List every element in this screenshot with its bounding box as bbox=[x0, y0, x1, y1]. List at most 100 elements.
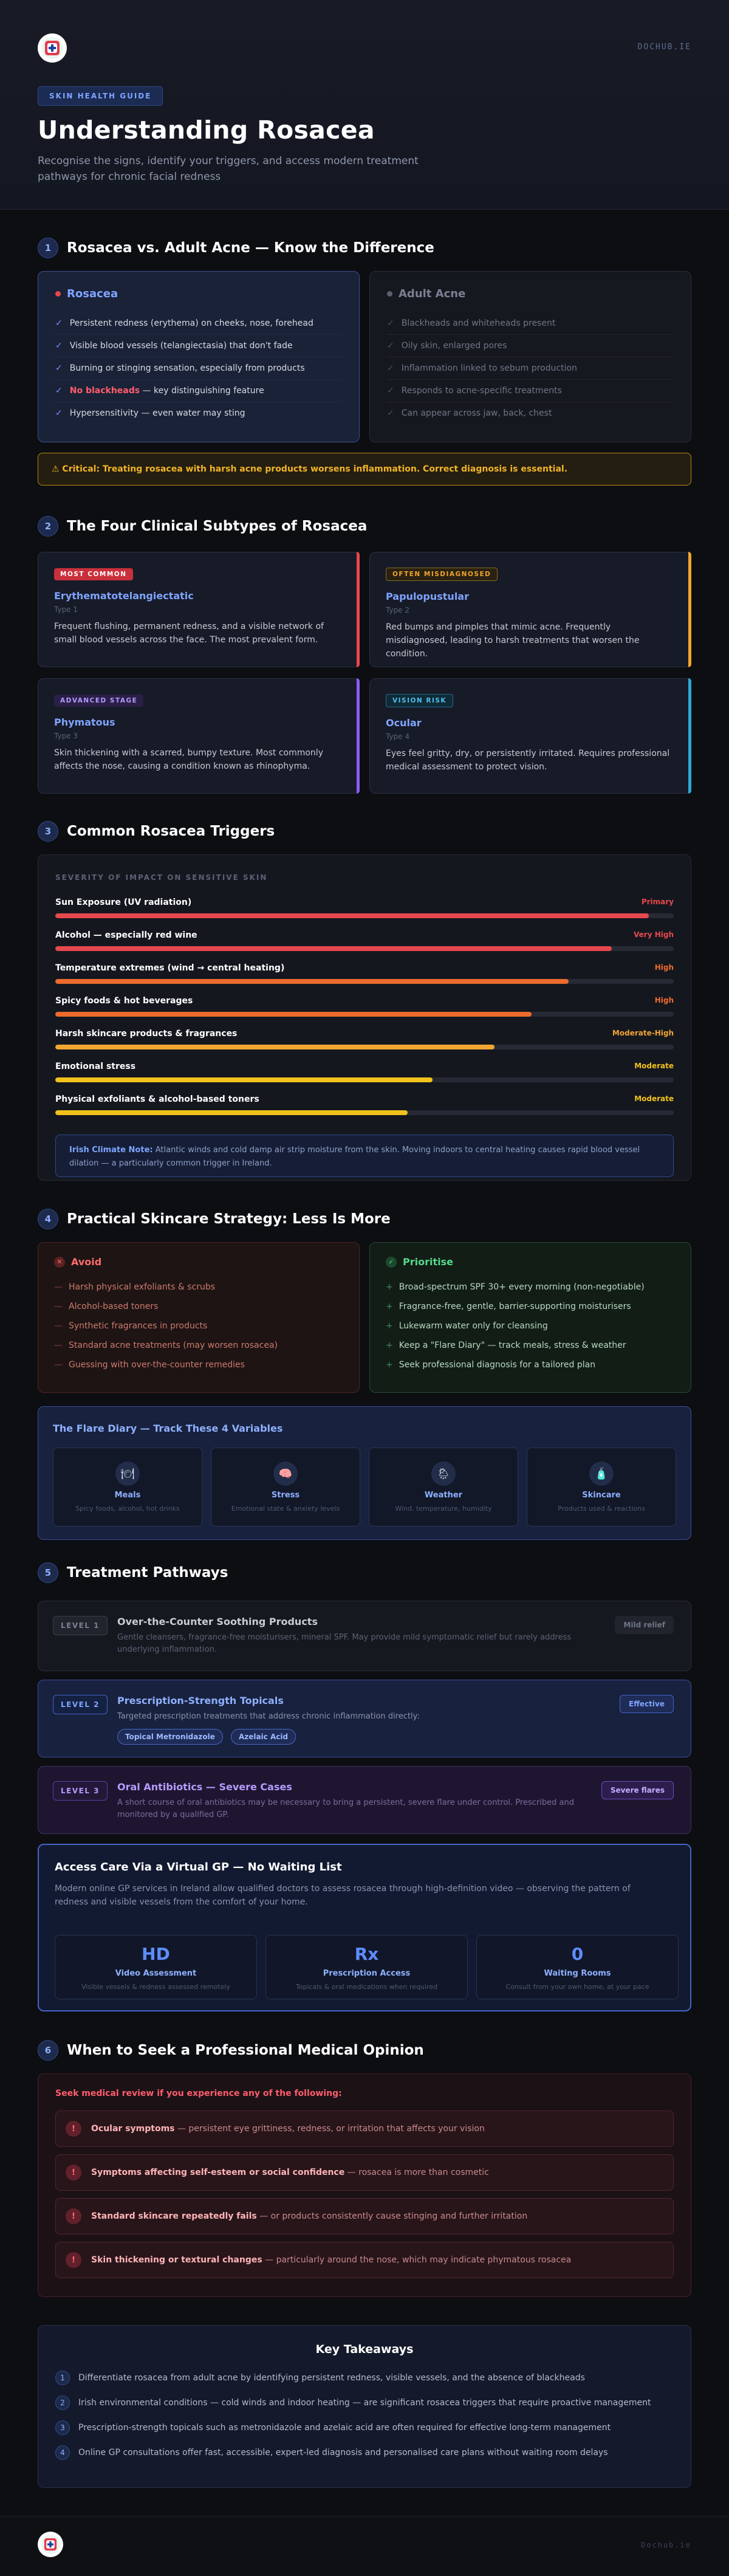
footer-brand[interactable]: Dochub.ie bbox=[640, 2541, 691, 2549]
triggers-card: SEVERITY OF IMPACT ON SENSITIVE SKIN Sun… bbox=[38, 854, 691, 1181]
dochub-logo[interactable] bbox=[38, 2532, 63, 2557]
trigger-row: Temperature extremes (wind → central hea… bbox=[55, 963, 674, 984]
section-triggers: 3 Common Rosacea Triggers SEVERITY OF IMP… bbox=[38, 820, 691, 1185]
subtype-desc: Eyes feel gritty, dry, or persistently i… bbox=[386, 749, 670, 772]
key-takeaways-card: Key Takeaways 1 Differentiate rosacea fro… bbox=[38, 2325, 691, 2488]
section-skincare-strategy: 4 Practical Skincare Strategy: Less Is Mo… bbox=[38, 1208, 691, 1548]
severity-bar bbox=[55, 913, 649, 918]
severity-bar bbox=[55, 979, 569, 984]
takeaway-item: 2 Irish environmental conditions — cold w… bbox=[55, 2396, 674, 2410]
medical-cross-icon bbox=[45, 41, 60, 55]
trigger-name: Alcohol — especially red wine bbox=[55, 930, 197, 940]
level-badge: LEVEL 3 bbox=[53, 1781, 108, 1801]
list-item: ✓ Burning or stinging sensation, especial… bbox=[55, 357, 342, 380]
section-rosacea-vs-acne: 1 Rosacea vs. Adult Acne — Know the Diffe… bbox=[38, 237, 691, 492]
page-title: Understanding Rosacea bbox=[38, 115, 375, 145]
check-icon: ✓ bbox=[386, 1256, 397, 1268]
alert-icon: ! bbox=[66, 2165, 81, 2180]
section-title: The Four Clinical Subtypes of Rosacea bbox=[67, 518, 368, 534]
check-icon: ✓ bbox=[387, 408, 394, 418]
section-number: 5 bbox=[38, 1562, 58, 1583]
warning-item: ! Ocular symptoms — persistent eye gritti… bbox=[55, 2111, 674, 2147]
alert-icon: ! bbox=[66, 2121, 81, 2137]
effect-pill: Effective bbox=[620, 1695, 674, 1713]
severity-bar bbox=[55, 946, 612, 951]
severity-track bbox=[55, 1012, 674, 1017]
accent-bar bbox=[357, 678, 360, 794]
takeaways-title: Key Takeaways bbox=[315, 2343, 414, 2356]
brain-icon: 🧠 bbox=[273, 1461, 298, 1486]
check-icon: ✓ bbox=[387, 386, 394, 396]
check-icon: ✓ bbox=[55, 318, 63, 328]
subtype-card: VISION RISK Ocular Type 4 Eyes feel grit… bbox=[369, 678, 691, 794]
severity-track bbox=[55, 1110, 674, 1115]
lotion-icon: 🧴 bbox=[589, 1461, 614, 1486]
list-item: ✓ Persistent redness (erythema) on cheeks… bbox=[55, 312, 342, 335]
section-number: 4 bbox=[38, 1209, 58, 1229]
card-title: Adult Acne bbox=[399, 287, 466, 300]
trigger-name: Emotional stress bbox=[55, 1062, 136, 1071]
treatment-level-1: LEVEL 1 Over-the-Counter Soothing Produc… bbox=[38, 1601, 691, 1671]
flare-variable-skincare: 🧴 Skincare Products used & reactions bbox=[527, 1448, 676, 1527]
subtype-card: ADVANCED STAGE Phymatous Type 3 Skin thi… bbox=[38, 678, 360, 794]
alert-icon: ! bbox=[66, 2252, 81, 2268]
effect-pill: Severe flares bbox=[601, 1781, 674, 1799]
footer: Dochub.ie bbox=[0, 2516, 729, 2576]
list-item: ✓ Responds to acne-specific treatments bbox=[387, 380, 674, 402]
treatment-level-2: LEVEL 2 Prescription-Strength Topicals T… bbox=[38, 1680, 691, 1757]
check-icon: ✓ bbox=[55, 408, 63, 418]
subtype-type: Type 1 bbox=[54, 605, 78, 614]
list-item: ✓ Visible blood vessels (telangiectasia) … bbox=[55, 335, 342, 357]
virtual-gp-card: Access Care Via a Virtual GP — No Waitin… bbox=[38, 1844, 691, 2011]
check-icon: ✓ bbox=[55, 363, 63, 373]
level-title: Oral Antibiotics — Severe Cases bbox=[117, 1781, 292, 1793]
treatment-chip: Topical Metronidazole bbox=[117, 1729, 223, 1745]
severity-bar bbox=[55, 1077, 433, 1082]
virtual-gp-desc: Modern online GP services in Ireland all… bbox=[55, 1884, 631, 1907]
status-badge: VISION RISK bbox=[386, 694, 454, 707]
list-item: ✓ Oily skin, enlarged pores bbox=[387, 335, 674, 357]
flare-variable-meals: 🍽 Meals Spicy foods, alcohol, hot drinks bbox=[53, 1448, 202, 1527]
list-item: + Fragrance-free, gentle, barrier-support… bbox=[386, 1302, 631, 1311]
avoid-card: ✕ Avoid — Harsh physical exfoliants & scru… bbox=[38, 1242, 360, 1393]
grey-dot-icon bbox=[387, 291, 392, 297]
subtype-desc: Skin thickening with a scarred, bumpy te… bbox=[54, 748, 323, 771]
level-desc: Targeted prescription treatments that ad… bbox=[117, 1712, 420, 1721]
severity-track bbox=[55, 979, 674, 984]
accent-bar bbox=[688, 678, 691, 794]
list-item: ✓ No blackheads — key distinguishing feat… bbox=[55, 380, 342, 402]
brand-name[interactable]: DOCHUB.IE bbox=[637, 43, 691, 52]
flare-variable-stress: 🧠 Stress Emotional state & anxiety levels bbox=[211, 1448, 360, 1527]
trigger-name: Temperature extremes (wind → central hea… bbox=[55, 963, 285, 973]
subtype-card: OFTEN MISDIAGNOSED Papulopustular Type 2… bbox=[369, 552, 691, 667]
section-number: 1 bbox=[38, 238, 58, 258]
subtype-type: Type 4 bbox=[386, 732, 410, 741]
dochub-logo[interactable] bbox=[38, 33, 67, 63]
section-title: Rosacea vs. Adult Acne — Know the Differ… bbox=[67, 240, 434, 256]
warning-item: ! Standard skincare repeatedly fails — or… bbox=[55, 2198, 674, 2234]
severity-bar bbox=[55, 1110, 408, 1115]
trigger-name: Spicy foods & hot beverages bbox=[55, 996, 193, 1006]
warning-item: ! Skin thickening or textural changes — p… bbox=[55, 2242, 674, 2278]
severity-label: High bbox=[654, 996, 674, 1005]
effect-pill: Mild relief bbox=[615, 1616, 674, 1634]
medical-review-caption: Seek medical review if you experience an… bbox=[55, 2089, 342, 2098]
severity-label: Moderate bbox=[634, 1094, 674, 1103]
weather-icon: 🌦 bbox=[431, 1461, 456, 1486]
trigger-name: Physical exfoliants & alcohol-based tone… bbox=[55, 1094, 259, 1104]
takeaway-item: 3 Prescription-strength topicals such as … bbox=[55, 2420, 674, 2435]
section-title: When to Seek a Professional Medical Opin… bbox=[67, 2042, 424, 2058]
section-title: Treatment Pathways bbox=[67, 1565, 228, 1581]
waiting-rooms-stat: 0 Waiting Rooms Consult from your own home… bbox=[476, 1935, 679, 1999]
trigger-row: Physical exfoliants & alcohol-based tone… bbox=[55, 1094, 674, 1115]
list-item: + Seek professional diagnosis for a tailo… bbox=[386, 1360, 596, 1370]
severity-track bbox=[55, 913, 674, 918]
acne-card: Adult Acne ✓ Blackheads and whiteheads pr… bbox=[369, 271, 691, 442]
warning-item: ! Symptoms affecting self-esteem or socia… bbox=[55, 2154, 674, 2191]
flare-variable-weather: 🌦 Weather Wind, temperature, humidity bbox=[369, 1448, 518, 1527]
level-title: Over-the-Counter Soothing Products bbox=[117, 1616, 318, 1627]
check-icon: ✓ bbox=[55, 386, 63, 396]
subtype-name: Ocular bbox=[386, 717, 422, 729]
section-title: Common Rosacea Triggers bbox=[67, 823, 275, 839]
severity-label: Moderate bbox=[634, 1062, 674, 1070]
